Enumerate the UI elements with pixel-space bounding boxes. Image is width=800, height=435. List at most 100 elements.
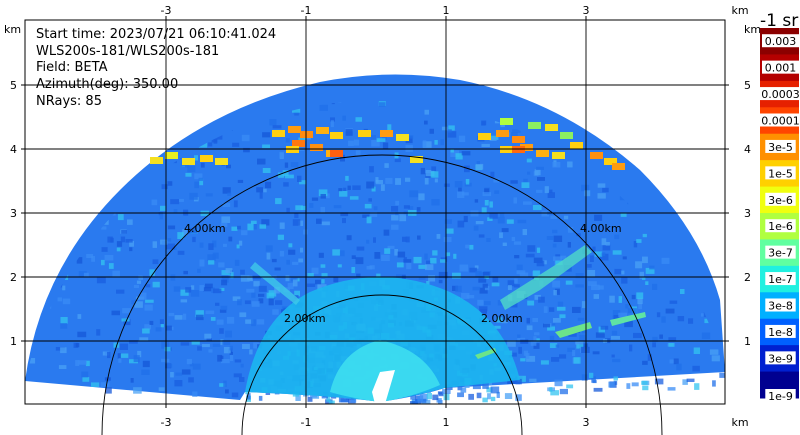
speckle-bin bbox=[486, 387, 493, 393]
speckle-bin bbox=[159, 319, 164, 324]
speckle-bin bbox=[463, 215, 468, 223]
speckle-bin bbox=[291, 277, 298, 282]
speckle-bin bbox=[552, 280, 561, 288]
speckle-bin bbox=[288, 243, 293, 248]
y-tick-left-3: 3 bbox=[10, 207, 17, 220]
speckle-bin bbox=[391, 206, 399, 212]
ring-label-2km-left: 2.00km bbox=[284, 312, 326, 325]
speckle-bin bbox=[133, 387, 142, 394]
speckle-bin bbox=[222, 275, 229, 283]
speckle-bin bbox=[446, 228, 454, 234]
speckle-bin bbox=[277, 172, 285, 178]
cloud-bin bbox=[358, 130, 371, 137]
speckle-bin bbox=[199, 178, 204, 186]
speckle-bin bbox=[428, 275, 436, 282]
speckle-bin bbox=[481, 120, 487, 126]
speckle-bin bbox=[174, 315, 183, 320]
speckle-bin bbox=[60, 317, 68, 324]
speckle-bin bbox=[416, 207, 421, 212]
speckle-bin bbox=[530, 341, 537, 346]
speckle-bin bbox=[239, 377, 245, 382]
cloud-bin bbox=[545, 124, 558, 131]
speckle-bin bbox=[492, 276, 499, 283]
speckle-bin bbox=[536, 338, 540, 342]
speckle-bin bbox=[478, 278, 487, 283]
speckle-bin bbox=[581, 301, 586, 309]
speckle-bin bbox=[474, 199, 479, 203]
speckle-bin bbox=[330, 117, 335, 122]
speckle-bin bbox=[165, 325, 172, 331]
speckle-bin bbox=[82, 377, 90, 382]
speckle-bin bbox=[294, 290, 300, 297]
speckle-bin bbox=[295, 278, 300, 282]
speckle-bin bbox=[481, 143, 490, 147]
speckle-bin bbox=[395, 200, 400, 206]
colorbar-label: 3e-9 bbox=[768, 352, 793, 365]
speckle-bin bbox=[182, 229, 187, 236]
speckle-bin bbox=[374, 252, 381, 259]
speckle-bin bbox=[510, 180, 518, 184]
speckle-bin bbox=[418, 264, 427, 269]
speckle-bin bbox=[538, 296, 545, 303]
speckle-bin bbox=[581, 374, 588, 381]
y-tick-left-2: 2 bbox=[10, 271, 17, 284]
speckle-bin bbox=[563, 215, 569, 220]
speckle-bin bbox=[271, 258, 277, 263]
speckle-bin bbox=[211, 136, 218, 143]
speckle-bin bbox=[155, 327, 162, 332]
speckle-bin bbox=[182, 313, 187, 320]
speckle-bin bbox=[189, 192, 198, 200]
speckle-bin bbox=[443, 393, 450, 401]
speckle-bin bbox=[534, 169, 541, 176]
speckle-bin bbox=[694, 383, 700, 390]
speckle-bin bbox=[222, 187, 231, 194]
speckle-bin bbox=[438, 279, 443, 284]
speckle-bin bbox=[618, 296, 622, 303]
speckle-bin bbox=[258, 285, 267, 292]
speckle-bin bbox=[299, 180, 307, 185]
speckle-bin bbox=[555, 344, 560, 348]
speckle-bin bbox=[111, 187, 117, 193]
speckle-bin bbox=[482, 271, 490, 276]
speckle-bin bbox=[600, 253, 609, 261]
speckle-bin bbox=[455, 153, 463, 160]
speckle-bin bbox=[190, 285, 195, 290]
speckle-bin bbox=[206, 338, 212, 342]
speckle-bin bbox=[207, 254, 216, 261]
speckle-bin bbox=[446, 252, 451, 257]
cloud-bin bbox=[536, 150, 549, 157]
speckle-bin bbox=[399, 214, 407, 222]
speckle-bin bbox=[637, 297, 643, 305]
speckle-bin bbox=[408, 206, 414, 210]
cloud-bin bbox=[396, 134, 409, 141]
speckle-bin bbox=[443, 183, 450, 187]
speckle-bin bbox=[529, 378, 537, 383]
speckle-bin bbox=[105, 387, 112, 394]
speckle-bin bbox=[122, 308, 131, 314]
speckle-bin bbox=[652, 336, 658, 343]
speckle-bin bbox=[669, 300, 678, 304]
speckle-bin bbox=[519, 272, 529, 277]
speckle-bin bbox=[117, 353, 122, 359]
speckle-bin bbox=[667, 387, 676, 391]
speckle-bin bbox=[405, 145, 413, 152]
speckle-bin bbox=[452, 272, 461, 279]
speckle-bin bbox=[551, 357, 560, 362]
x-tick-top-1: -3 bbox=[161, 4, 172, 17]
speckle-bin bbox=[512, 129, 521, 133]
speckle-bin bbox=[139, 337, 149, 342]
speckle-bin bbox=[366, 216, 372, 224]
speckle-bin bbox=[333, 205, 342, 209]
speckle-bin bbox=[609, 295, 615, 303]
speckle-bin bbox=[303, 229, 308, 235]
speckle-bin bbox=[552, 162, 561, 168]
speckle-bin bbox=[96, 329, 101, 336]
speckle-bin bbox=[581, 329, 586, 334]
ring-label-4km-left: 4.00km bbox=[184, 222, 226, 235]
speckle-bin bbox=[384, 248, 391, 254]
speckle-bin bbox=[457, 191, 465, 198]
speckle-bin bbox=[469, 267, 477, 273]
speckle-bin bbox=[121, 230, 127, 234]
speckle-bin bbox=[339, 250, 345, 257]
speckle-bin bbox=[238, 240, 243, 246]
